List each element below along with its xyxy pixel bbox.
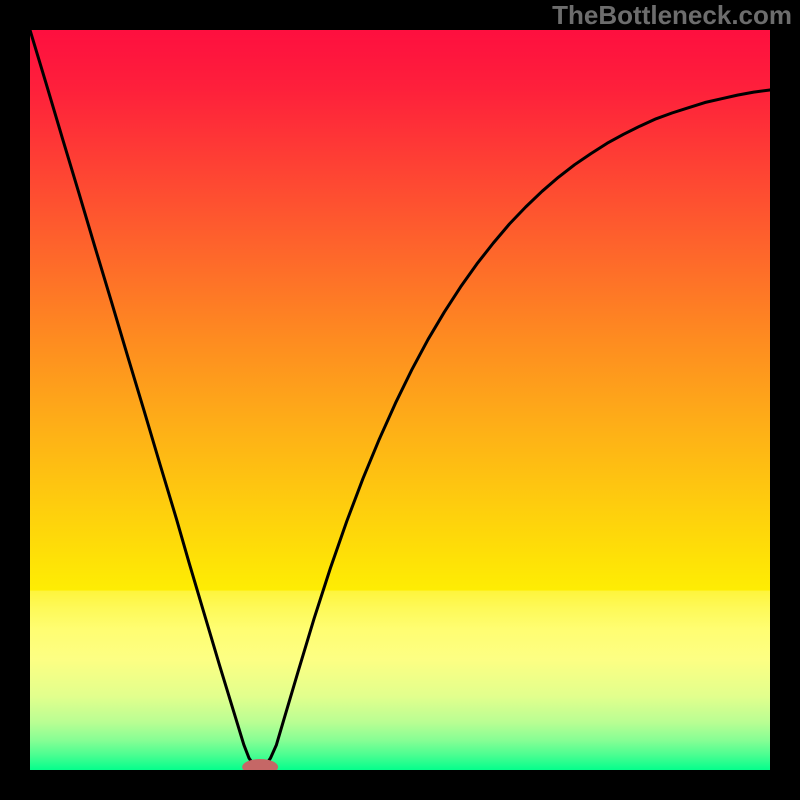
chart-svg: TheBottleneck.com [0, 0, 800, 800]
figure-root: TheBottleneck.com [0, 0, 800, 800]
watermark-text: TheBottleneck.com [552, 0, 792, 30]
